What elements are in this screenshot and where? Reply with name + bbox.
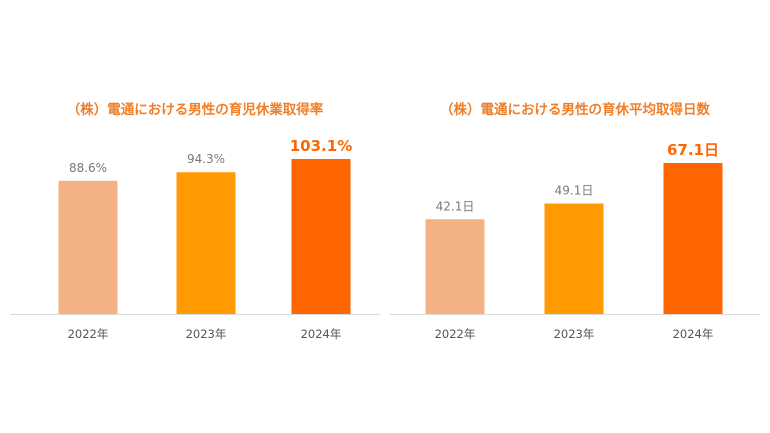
bar	[291, 159, 351, 314]
x-tick-label: 2024年	[301, 327, 342, 341]
data-label: 94.3%	[187, 152, 225, 166]
x-tick-label: 2022年	[68, 327, 109, 341]
bar	[176, 172, 236, 314]
x-tick-label: 2022年	[435, 327, 476, 341]
chart-svg: 42.1日 2022年 49.1日 2023年 67.1日 2024年	[390, 141, 760, 341]
x-tick-label: 2023年	[186, 327, 227, 341]
chart-panel-average-days: （株）電通における男性の育休平均取得日数 42.1日 2022年 49.1日 2023…	[390, 0, 760, 433]
bar	[663, 163, 723, 314]
data-label: 49.1日	[555, 184, 594, 198]
chart-panel-leave-rate: （株）電通における男性の育児休業取得率 88.6% 2022年 94.3% 2023年…	[10, 0, 380, 433]
x-tick-label: 2024年	[673, 327, 714, 341]
chart-title: （株）電通における男性の育児休業取得率	[66, 102, 324, 118]
data-label: 88.6%	[69, 161, 107, 175]
x-tick-label: 2023年	[554, 327, 595, 341]
chart-svg: 88.6% 2022年 94.3% 2023年 103.1% 2024年	[10, 137, 380, 341]
bar	[58, 180, 118, 314]
chart-title: （株）電通における男性の育休平均取得日数	[440, 102, 710, 118]
data-label: 42.1日	[436, 199, 475, 213]
data-label: 103.1%	[290, 137, 352, 155]
data-label: 67.1日	[667, 141, 719, 159]
bar	[425, 219, 485, 314]
bar	[544, 203, 604, 314]
